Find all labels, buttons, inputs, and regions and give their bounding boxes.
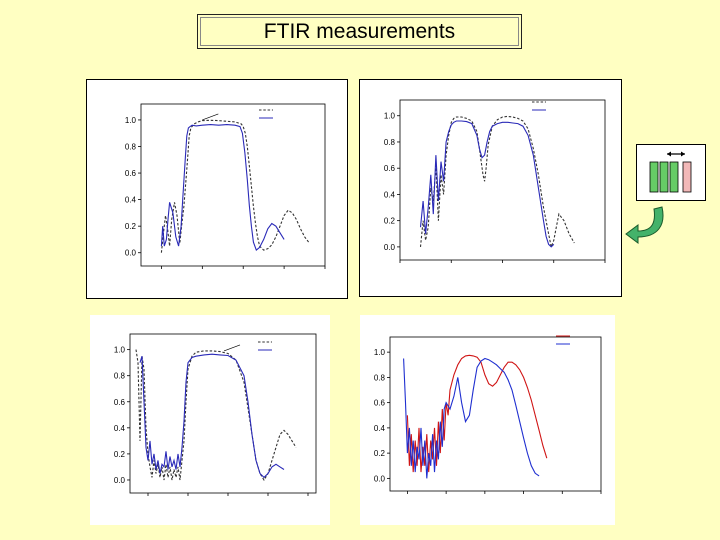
filter-stack-icon (636, 144, 706, 201)
plot-frame (389, 336, 602, 492)
y-tick-label: 0.0 (114, 476, 126, 485)
plot-frame (140, 103, 326, 267)
y-tick-label: 1.0 (374, 348, 386, 357)
series-line-calculated (160, 119, 310, 253)
y-tick-label: 0.2 (114, 450, 126, 459)
y-tick-label: 0.0 (125, 249, 137, 258)
y-tick-label: 0.8 (374, 373, 386, 382)
filter-stack-graphic (649, 151, 692, 193)
annotation-pointer (223, 344, 241, 352)
y-tick-label: 0.6 (374, 399, 386, 408)
y-tick-label: 0.0 (374, 474, 386, 483)
y-tick-label: 0.4 (114, 424, 126, 433)
plot-frame (129, 333, 317, 494)
y-tick-label: 0.8 (125, 142, 137, 151)
curved-arrow-icon (622, 203, 672, 248)
y-tick-label: 0.4 (384, 190, 396, 199)
chart-tunable-reflectivity: 0.0 0.2 0.4 0.6 0.8 1.0 (374, 335, 602, 494)
series-line-measured (419, 120, 555, 248)
y-tick-label: 0.6 (114, 398, 126, 407)
slide-title: FTIR measurements (197, 14, 522, 49)
chart-panel-reflectance-5x: 0.0 0.2 0.4 0.6 0.8 1.0 (86, 79, 348, 299)
y-tick-label: 0.0 (384, 243, 396, 252)
chart-reflectivity-4x: 0.0 0.2 0.4 0.6 0.8 1.0 (114, 333, 317, 496)
y-tick-label: 1.0 (384, 112, 396, 121)
y-tick-label: 0.4 (125, 196, 137, 205)
y-tick-label: 0.8 (114, 372, 126, 381)
chart-panel-reflectivity-4x: 0.0 0.2 0.4 0.6 0.8 1.0 (90, 315, 330, 525)
chart-panel-variable-reflectivity: 0.0 0.2 0.4 0.6 0.8 1.0 (359, 79, 622, 297)
y-tick-label: 0.6 (125, 169, 137, 178)
chart-reflectance-5x: 0.0 0.2 0.4 0.6 0.8 1.0 (125, 103, 326, 269)
y-tick-label: 1.0 (114, 346, 126, 355)
series-line-measured (160, 124, 285, 252)
y-tick-label: 0.2 (384, 217, 396, 226)
chart-variable-reflectivity: 0.0 0.2 0.4 0.6 0.8 1.0 (384, 99, 606, 263)
series-line-measured (139, 353, 285, 479)
y-tick-label: 0.6 (384, 164, 396, 173)
y-tick-label: 0.2 (374, 449, 386, 458)
chart-panel-tunable-reflectivity: 0.0 0.2 0.4 0.6 0.8 1.0 (360, 315, 615, 525)
y-tick-label: 1.0 (125, 116, 137, 125)
annotation-pointer (202, 113, 219, 121)
y-tick-label: 0.8 (384, 138, 396, 147)
series-line-calculated (419, 115, 575, 249)
y-tick-label: 0.2 (125, 222, 137, 231)
series-line-calculated (135, 349, 297, 482)
y-tick-label: 0.4 (374, 424, 386, 433)
series-line-2x2 (403, 357, 540, 479)
